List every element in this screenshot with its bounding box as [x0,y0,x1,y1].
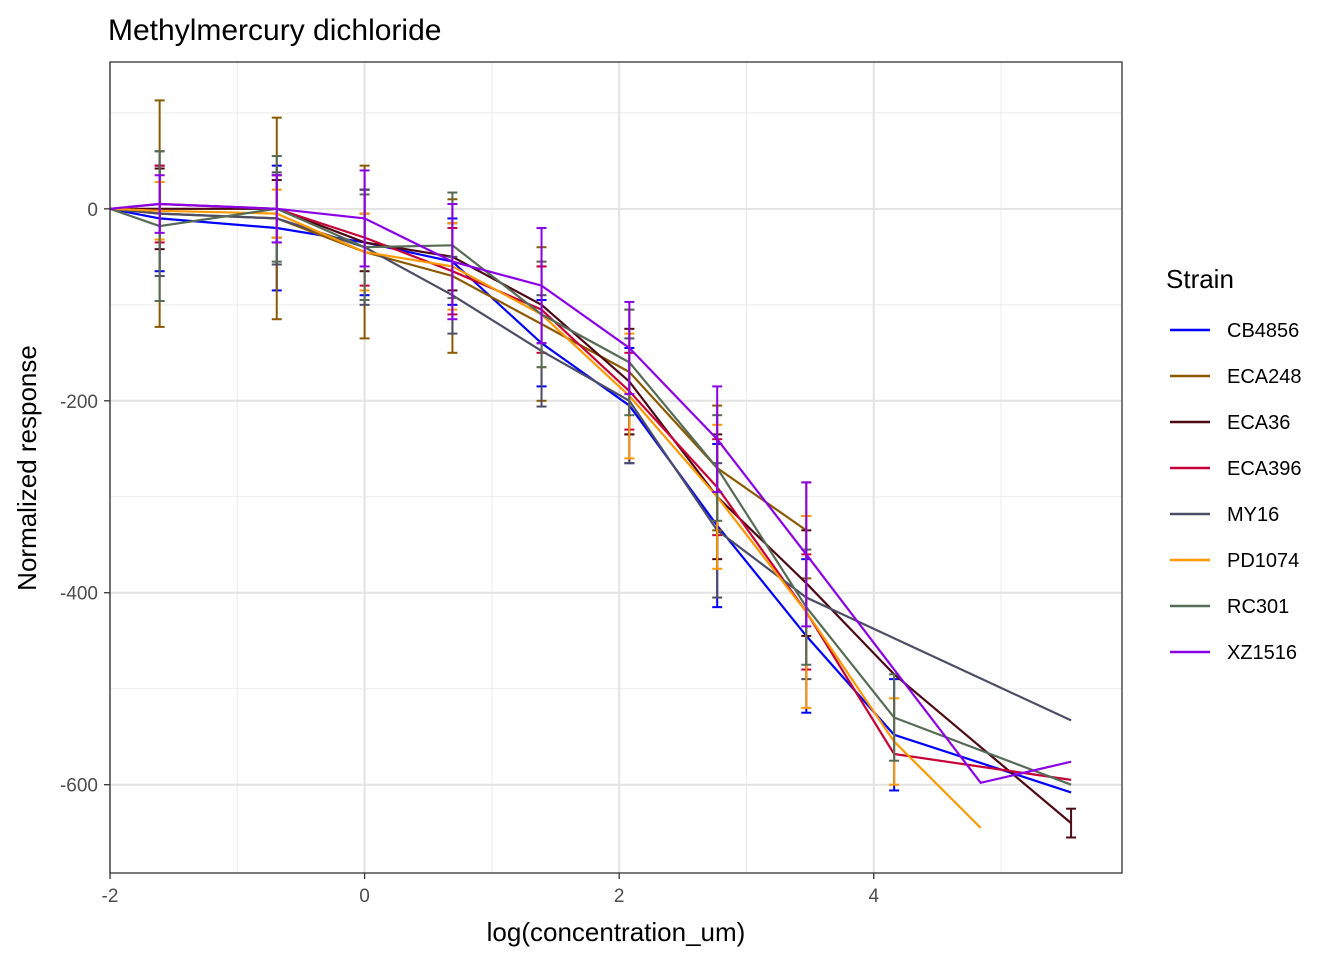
x-tick-label: 0 [359,886,370,907]
panel-border [109,61,1123,874]
legend-item-eca396: ECA396 [1170,458,1302,480]
error-bar [801,481,812,628]
y-tick-label: -200 [60,392,98,413]
series-eca248 [109,99,812,580]
y-tick-label: -600 [60,776,98,797]
x-tick-label: -2 [102,886,119,907]
error-bar [271,174,282,244]
y-axis-title: Normalized response [12,345,42,591]
error-bar [712,385,723,493]
y-tick-label: 0 [87,200,98,221]
error-bar [624,300,635,396]
series-line [109,207,807,532]
legend-item-xz1516: XZ1516 [1170,642,1297,664]
legend: Strain CB4856 ECA248 ECA36 ECA396 MY16 PD1074… [1166,264,1302,664]
legend-label: CB4856 [1227,320,1299,342]
x-axis-title: log(concentration_um) [487,917,746,947]
legend-item-my16: MY16 [1170,504,1279,526]
legend-item-eca248: ECA248 [1170,366,1302,388]
legend-title: Strain [1166,264,1234,294]
series-line [109,207,1072,794]
legend-item-eca36: ECA36 [1170,412,1290,434]
series-eca396 [109,164,1072,781]
plot-area: -2 0 2 4 -600 -400 -200 0 [60,61,1123,907]
series-line [109,202,1072,785]
error-bar [536,227,547,345]
series-eca36 [110,167,1077,839]
error-bar [447,203,458,321]
legend-item-cb4856: CB4856 [1170,320,1299,342]
legend-item-pd1074: PD1074 [1170,550,1299,572]
legend-label: PD1074 [1227,550,1299,572]
series-rc301 [109,150,1072,786]
x-tick-label: 2 [614,886,625,907]
legend-label: RC301 [1227,596,1289,618]
legend-label: XZ1516 [1227,642,1297,664]
series-line [109,202,1072,781]
chart-title: Methylmercury dichloride [108,14,441,47]
series-xz1516 [109,169,1072,785]
legend-label: ECA248 [1227,366,1302,388]
error-bar [359,169,370,268]
series-pd1074 [109,180,982,829]
series-line [109,207,1072,722]
legend-item-rc301: RC301 [1170,596,1289,618]
x-tick-label: 4 [868,886,879,907]
series-cb4856 [109,164,1072,794]
legend-label: ECA396 [1227,458,1302,480]
series-my16 [109,150,1072,722]
error-bar [1066,807,1077,839]
error-bar [154,174,165,234]
legend-label: ECA36 [1227,412,1290,434]
y-tick-label: -400 [60,584,98,605]
legend-label: MY16 [1227,504,1279,526]
series-line [109,207,982,829]
